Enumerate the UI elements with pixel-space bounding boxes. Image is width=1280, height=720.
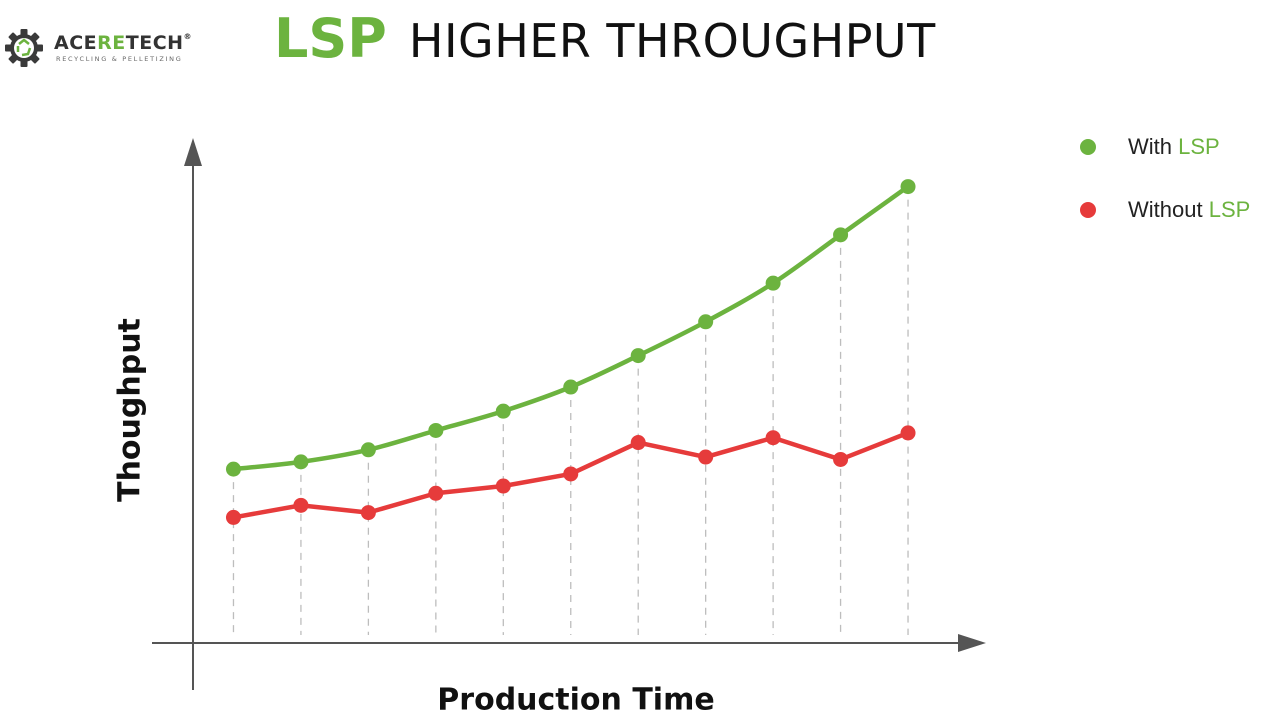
data-point-with-lsp	[900, 179, 916, 195]
data-point-with-lsp	[833, 227, 849, 243]
series-layer	[225, 179, 916, 525]
data-point-without-lsp	[428, 485, 444, 501]
data-point-without-lsp	[360, 505, 376, 521]
brand-logo: ACERETECH® RECYCLING & PELLETIZING	[2, 26, 222, 70]
data-point-without-lsp	[630, 435, 646, 451]
y-axis-label: Thoughput	[112, 318, 148, 502]
legend-marker-with-lsp	[1080, 139, 1096, 155]
data-point-without-lsp	[765, 430, 781, 446]
x-axis-arrow	[958, 634, 986, 652]
x-axis-label: Production Time	[437, 682, 715, 718]
legend-label-without-lsp: Without LSP	[1128, 197, 1251, 222]
data-point-without-lsp	[495, 478, 511, 494]
brand-tagline: RECYCLING & PELLETIZING	[56, 55, 183, 63]
data-point-without-lsp	[225, 509, 241, 525]
data-point-with-lsp	[698, 314, 714, 330]
title-text: HIGHER THROUGHPUT	[408, 14, 936, 68]
grid-lines	[232, 186, 909, 635]
legend-marker-without-lsp	[1080, 202, 1096, 218]
data-point-without-lsp	[293, 497, 309, 513]
data-point-with-lsp	[225, 461, 241, 477]
data-point-with-lsp	[765, 275, 781, 291]
data-point-without-lsp	[698, 449, 714, 465]
data-point-without-lsp	[833, 451, 849, 467]
data-point-with-lsp	[630, 348, 646, 364]
data-point-with-lsp	[360, 442, 376, 458]
page-title: LSP HIGHER THROUGHPUT	[274, 4, 936, 74]
brand-name: ACERETECH®	[54, 32, 193, 54]
data-point-with-lsp	[563, 379, 579, 395]
legend-label-with-lsp: With LSP	[1128, 134, 1220, 159]
data-point-with-lsp	[428, 422, 444, 438]
gear-recycle-icon	[5, 29, 43, 67]
axes	[152, 138, 986, 690]
data-point-with-lsp	[293, 454, 309, 470]
title-highlight: LSP	[274, 7, 387, 70]
data-point-without-lsp	[563, 466, 579, 482]
y-axis-arrow	[184, 138, 202, 166]
data-point-with-lsp	[495, 403, 511, 419]
data-point-without-lsp	[900, 425, 916, 441]
